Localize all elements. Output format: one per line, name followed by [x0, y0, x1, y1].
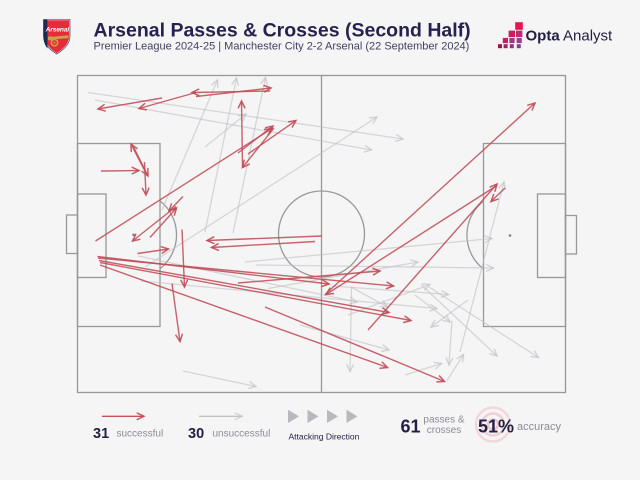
svg-text:crosses: crosses — [427, 425, 461, 436]
svg-text:61: 61 — [401, 417, 421, 437]
svg-text:Premier League 2024-25 | Manch: Premier League 2024-25 | Manchester City… — [94, 41, 470, 53]
svg-text:unsuccessful: unsuccessful — [213, 429, 271, 440]
svg-text:Analyst: Analyst — [563, 28, 613, 45]
svg-text:Opta: Opta — [526, 28, 561, 45]
svg-text:30: 30 — [188, 426, 204, 442]
svg-text:accuracy: accuracy — [517, 421, 562, 433]
svg-text:passes &: passes & — [423, 415, 464, 426]
svg-text:Arsenal Passes & Crosses (Seco: Arsenal Passes & Crosses (Second Half) — [94, 20, 471, 42]
svg-text:Attacking Direction: Attacking Direction — [289, 432, 360, 442]
svg-text:51%: 51% — [478, 417, 514, 437]
svg-text:successful: successful — [117, 429, 164, 440]
svg-text:Arsenal: Arsenal — [45, 27, 70, 34]
svg-text:31: 31 — [93, 426, 109, 442]
